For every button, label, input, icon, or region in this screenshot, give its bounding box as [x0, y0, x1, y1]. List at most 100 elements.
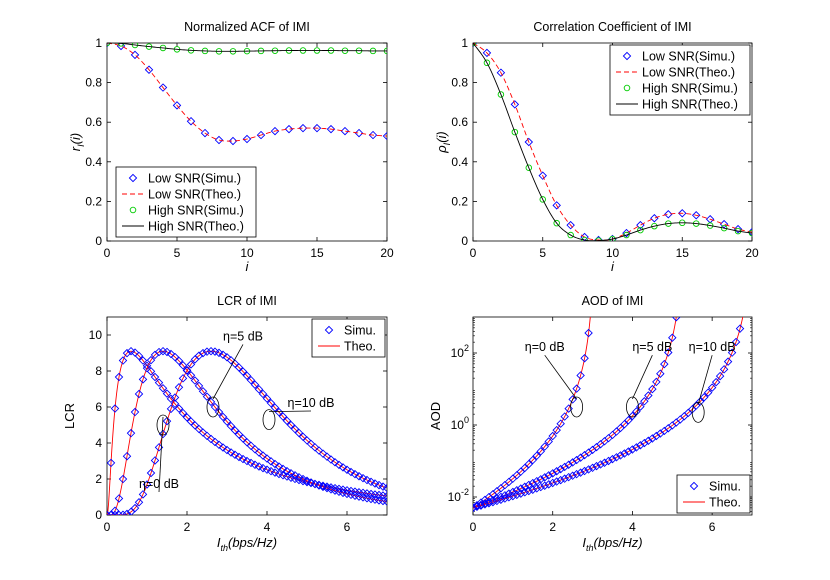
aod-point-diamond	[668, 333, 677, 342]
acf-legend: Low SNR(Simu.) Low SNR(Theo.) High SNR(Sim…	[115, 166, 257, 238]
aod-point-diamond	[711, 377, 721, 387]
aod-point-diamond	[640, 397, 649, 406]
aod-point-diamond	[568, 395, 577, 404]
cc-legend-label: High SNR(Simu.)	[642, 82, 738, 96]
acf-xtick-label: 0	[104, 246, 111, 260]
lcr-point-diamond	[310, 443, 320, 452]
aod-ylabel: AOD	[428, 402, 443, 430]
lcr-point-diamond	[378, 482, 387, 491]
lcr-point-diamond	[114, 372, 124, 382]
cc-point-diamond	[552, 201, 561, 210]
aod-point-diamond	[672, 317, 681, 322]
cc-point-circle	[637, 226, 644, 234]
lcr-point-diamond	[162, 416, 172, 426]
lcr-point-diamond	[274, 407, 284, 417]
aod-point-diamond	[512, 486, 522, 495]
lcr-point-diamond	[142, 363, 152, 373]
aod-ytick-base: 10	[448, 490, 462, 504]
cc-legend-label: Low SNR(Simu.)	[642, 50, 735, 64]
aod-point-diamond	[520, 488, 530, 497]
acf-point-diamond	[172, 101, 182, 110]
lcr-point-diamond	[174, 404, 184, 413]
aod-point-diamond	[656, 369, 665, 378]
aod-annotation-arrow	[697, 355, 713, 405]
aod-annotation-ellipse	[570, 396, 584, 418]
aod-point-diamond	[473, 502, 482, 511]
aod-annotation-arrow	[632, 355, 653, 400]
acf-point-diamond	[130, 50, 140, 60]
lcr-point-diamond	[370, 479, 380, 488]
aod-point-diamond	[540, 481, 549, 490]
aod-point-diamond	[604, 456, 613, 466]
lcr-point-diamond	[190, 376, 200, 385]
aod-point-diamond	[564, 404, 573, 413]
cc-ylabel-sub: I	[442, 142, 452, 145]
aod-point-diamond	[580, 353, 589, 363]
aod-point-diamond	[731, 337, 741, 347]
lcr-point-diamond	[198, 387, 208, 396]
acf-point-diamond	[242, 134, 252, 144]
aod-xlabel-arg: (bps/Hz)	[594, 535, 643, 550]
aod-point-diamond	[524, 480, 534, 490]
chart-lcr: LCR of IMI 0 2 4 6 0 2 4 6 8 10 Ith(bps/Hz) LCR η=5 d…	[62, 294, 388, 553]
aod-point-diamond	[744, 279, 751, 286]
lcr-legend-label: Theo.	[344, 340, 376, 354]
aod-legend-label: Simu.	[709, 480, 741, 494]
cc-legend-swatch	[623, 84, 631, 92]
lcr-point-diamond	[126, 428, 136, 438]
lcr-point-diamond	[166, 404, 176, 414]
lcr-point-diamond	[214, 440, 224, 450]
acf-xtick-label: 15	[310, 246, 324, 260]
aod-point-diamond	[516, 489, 526, 498]
lcr-point-diamond	[230, 426, 240, 435]
lcr-point-diamond	[254, 385, 264, 394]
lcr-point-diamond	[306, 478, 316, 487]
aod-ytick-base: 10	[451, 346, 465, 360]
lcr-point-diamond	[330, 458, 340, 467]
aod-point-diamond	[564, 460, 573, 469]
lcr-point-diamond	[166, 394, 176, 404]
lcr-point-diamond	[346, 467, 356, 477]
lcr-point-diamond	[198, 348, 208, 358]
aod-point-diamond	[552, 477, 561, 486]
lcr-point-diamond	[290, 424, 300, 434]
aod-point-diamond	[496, 495, 506, 504]
aod-point-diamond	[648, 384, 657, 394]
aod-point-diamond	[560, 474, 569, 483]
cc-ylabel-arg: (i)	[434, 131, 449, 143]
aod-point-diamond	[703, 388, 713, 397]
aod-point-diamond	[620, 449, 629, 458]
lcr-point-diamond	[234, 363, 244, 372]
cc-data	[473, 43, 752, 241]
lcr-point-diamond	[354, 471, 364, 481]
lcr-point-diamond	[118, 356, 128, 365]
lcr-point-diamond	[258, 463, 268, 473]
lcr-annotation-arrow	[158, 416, 164, 493]
acf-point-diamond	[368, 130, 378, 140]
lcr-xtick-label: 2	[184, 520, 191, 534]
lcr-point-diamond	[358, 473, 368, 483]
lcr-point-diamond	[138, 490, 148, 499]
aod-point-diamond	[476, 500, 486, 510]
aod-point-diamond	[636, 441, 645, 450]
cc-point-circle	[567, 231, 574, 239]
lcr-legend-swatch	[324, 325, 334, 335]
lcr-point-diamond	[166, 349, 176, 359]
acf-point-diamond	[228, 136, 238, 146]
lcr-point-diamond	[214, 348, 224, 358]
cc-point-circle	[623, 231, 630, 239]
aod-point-diamond	[548, 478, 557, 488]
aod-point-diamond	[520, 463, 530, 473]
aod-point-diamond	[540, 473, 549, 482]
acf-point-diamond	[382, 131, 387, 141]
aod-point-diamond	[504, 493, 514, 502]
cc-xtick-label: 10	[606, 246, 620, 260]
lcr-point-diamond	[274, 462, 284, 471]
lcr-point-diamond	[226, 421, 236, 431]
acf-legend-swatch	[128, 173, 138, 183]
aod-point-diamond	[536, 447, 545, 456]
aod-point-diamond	[548, 431, 557, 441]
aod-point-diamond	[616, 451, 625, 460]
lcr-legend-label: Simu.	[344, 324, 376, 338]
